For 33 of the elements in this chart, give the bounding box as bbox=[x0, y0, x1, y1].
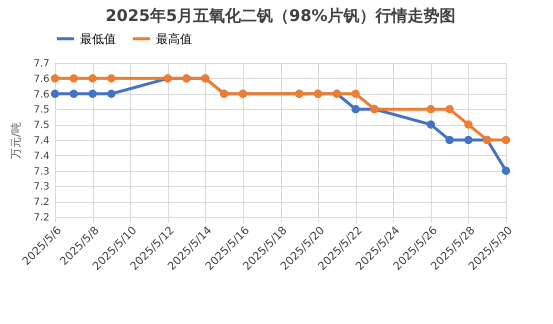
y-tick-label: 7.5 bbox=[34, 104, 50, 116]
point bbox=[445, 136, 454, 144]
point bbox=[88, 90, 97, 98]
y-tick-label: 7.2 bbox=[34, 197, 50, 208]
point bbox=[107, 74, 116, 83]
y-tick-label: 7.3 bbox=[34, 166, 50, 178]
point bbox=[50, 74, 60, 83]
point bbox=[88, 74, 97, 83]
y-tick-label: 7.4 bbox=[34, 150, 50, 162]
point bbox=[351, 90, 360, 98]
point bbox=[351, 105, 360, 114]
point bbox=[70, 90, 78, 98]
y-tick-label: 7.3 bbox=[34, 182, 50, 193]
point bbox=[502, 166, 510, 175]
y-tick-label: 7.6 bbox=[34, 74, 50, 85]
y-tick-label: 7.2 bbox=[34, 212, 50, 224]
legend-label: 最高值 bbox=[156, 32, 192, 46]
y-tick-label: 7.5 bbox=[34, 120, 50, 132]
y-axis-title: 万元/吨 bbox=[10, 122, 23, 159]
chart-title: 2025年5月五氧化二钒（98%片钒）行情走势图 bbox=[106, 6, 456, 25]
point bbox=[464, 136, 473, 144]
legend-label: 最低值 bbox=[80, 32, 116, 46]
y-tick-label: 7.6 bbox=[34, 89, 50, 100]
y-tick-label: 7.7 bbox=[34, 58, 50, 70]
point bbox=[107, 90, 116, 98]
point bbox=[445, 105, 454, 114]
point bbox=[502, 136, 510, 144]
point bbox=[464, 120, 473, 129]
point bbox=[426, 105, 436, 114]
point bbox=[426, 120, 436, 129]
point bbox=[70, 74, 78, 83]
point bbox=[50, 90, 60, 98]
y-tick-label: 7.4 bbox=[34, 136, 50, 146]
